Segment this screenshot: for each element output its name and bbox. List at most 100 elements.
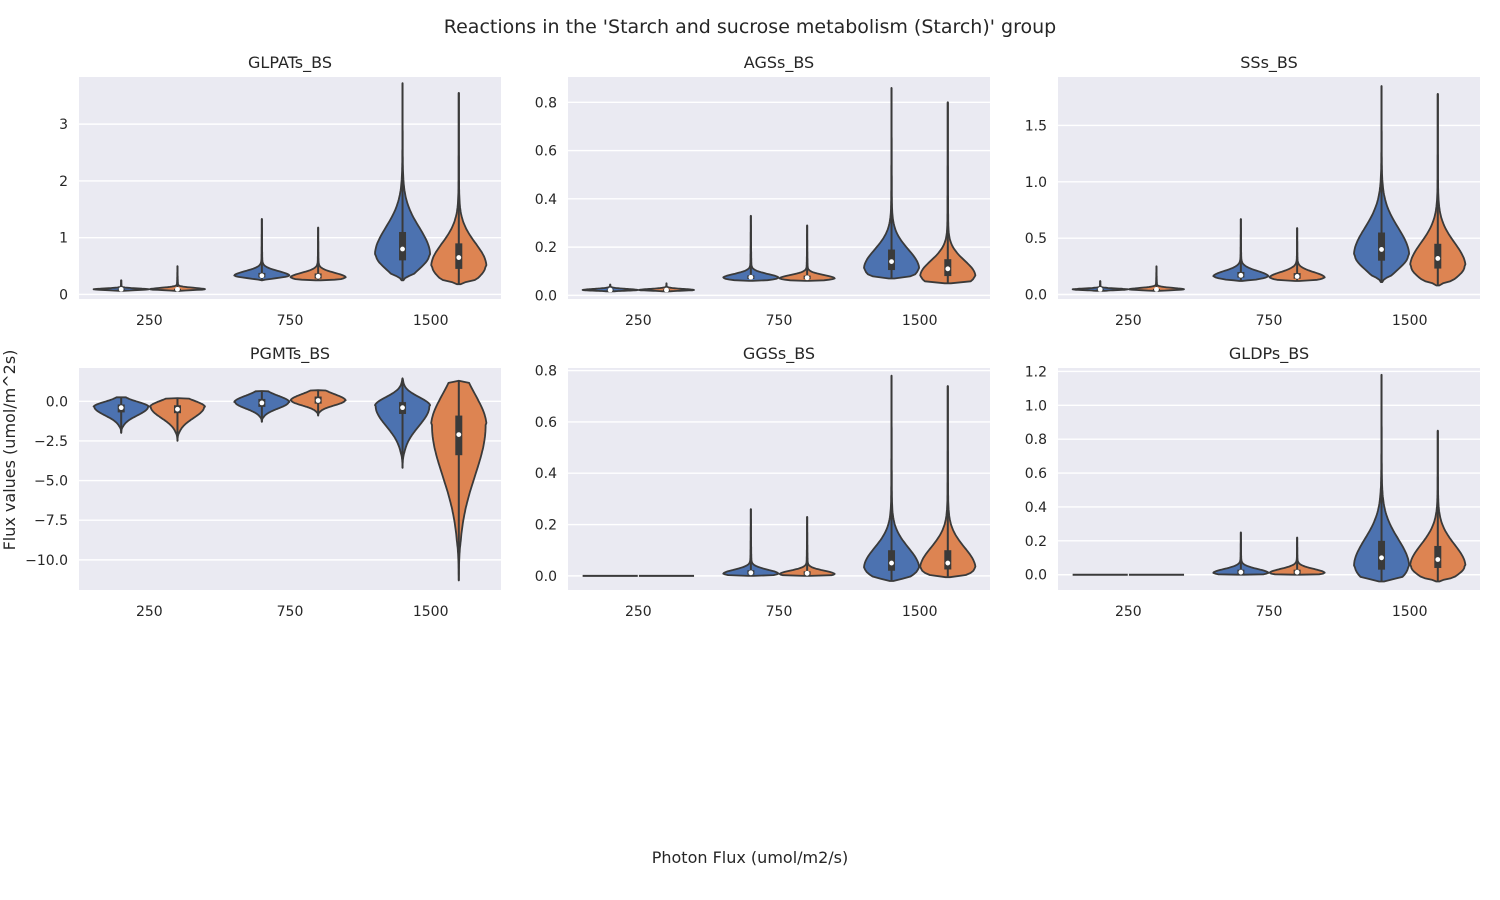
y-tick-label: 3 <box>59 117 68 133</box>
violin-750-series-2 <box>289 226 347 282</box>
subplot-5: 0.0 0.2 0.4 0.6 0.8 GGSs_BS 250 750 1500 <box>535 344 990 620</box>
y-tick-label: 0 <box>59 287 68 303</box>
y-tick-label: −7.5 <box>34 513 68 529</box>
y-tick-label: 0.0 <box>1025 568 1047 584</box>
y-tick-label: 0.2 <box>1025 534 1047 550</box>
y-tick-label: 0.8 <box>535 95 557 111</box>
violin-median-marker <box>175 286 180 292</box>
violin-median-marker <box>748 274 754 280</box>
x-tick-label: 1500 <box>1392 604 1428 620</box>
x-tick-label: 750 <box>277 313 304 329</box>
violin-median-marker <box>456 432 462 437</box>
y-tick-label: −2.5 <box>34 434 68 450</box>
y-tick-label: 0.0 <box>46 394 68 410</box>
y-tick-label: 0.8 <box>1025 432 1047 448</box>
y-tick-label: 1.0 <box>1025 398 1047 414</box>
y-tick-label: 0.4 <box>535 466 557 482</box>
violin-iqr-box <box>944 550 952 570</box>
violin-1500-series-2 <box>919 101 977 285</box>
violin-750-series-2 <box>778 516 836 577</box>
violin-iqr-box <box>399 232 407 261</box>
violin-median-marker <box>1238 569 1244 575</box>
violin-median-marker <box>664 287 669 293</box>
violin-750-series-2 <box>289 389 347 417</box>
violin-250-series-1 <box>92 279 150 292</box>
x-tick-label: 250 <box>1115 604 1142 620</box>
subplot-6: 0.0 0.2 0.4 0.6 0.8 1.0 1.2 GLDPs_BS 250 750 1500 <box>1025 344 1480 620</box>
violin-1500-series-1 <box>374 377 431 469</box>
subplot-grid: 0 1 2 3 GLPATs_BS 250 750 1500 0.0 0.2 0.4 0.6 0.8 AG… <box>25 53 1480 620</box>
violin-750-series-1 <box>1212 218 1270 282</box>
violin-median-marker <box>1294 569 1300 575</box>
violin-median-marker <box>1294 274 1300 279</box>
violin-750-series-2 <box>1268 536 1326 576</box>
violin-1500-series-1 <box>1353 85 1410 283</box>
violin-median-marker <box>889 560 894 566</box>
y-tick-label: 1.2 <box>1025 364 1047 380</box>
y-tick-label: 0.6 <box>1025 466 1047 482</box>
violin-iqr-box <box>1378 232 1386 261</box>
x-tick-label: 1500 <box>413 313 449 329</box>
x-tick-label: 1500 <box>902 313 938 329</box>
violin-median-marker <box>456 255 462 260</box>
subplot-title: AGSs_BS <box>744 53 814 73</box>
subplot-1: 0 1 2 3 GLPATs_BS 250 750 1500 <box>59 53 501 329</box>
violin-median-marker <box>400 405 405 411</box>
figure-title: Reactions in the 'Starch and sucrose met… <box>444 16 1056 38</box>
y-tick-label: 2 <box>59 174 68 190</box>
violin-median-marker <box>118 405 124 411</box>
x-tick-label: 250 <box>136 313 163 329</box>
violin-1500-series-1 <box>374 82 431 282</box>
violin-median-marker <box>118 286 124 292</box>
y-tick-label: 0.8 <box>535 364 557 380</box>
violin-median-marker <box>259 400 265 406</box>
y-tick-label: 0.0 <box>535 288 557 304</box>
y-tick-label: 0.4 <box>535 192 557 208</box>
violin-1500-series-1 <box>1353 373 1410 583</box>
violin-1500-series-1 <box>863 374 920 582</box>
x-tick-label: 250 <box>625 313 652 329</box>
violin-iqr-box <box>1434 545 1442 568</box>
y-tick-label: 0.0 <box>1025 287 1047 303</box>
subplot-title: PGMTs_BS <box>250 344 330 364</box>
violin-median-marker <box>1435 557 1441 562</box>
violin-median-marker <box>804 275 810 281</box>
violin-median-marker <box>748 570 754 576</box>
violin-iqr-box <box>1378 540 1386 570</box>
x-tick-label: 750 <box>277 604 304 620</box>
y-tick-label: 0.2 <box>535 518 557 534</box>
violin-median-marker <box>1238 272 1244 278</box>
violin-1500-series-2 <box>919 385 977 579</box>
violin-median-marker <box>1379 555 1384 561</box>
subplot-4: 0.0 −2.5 −5.0 −7.5 −10.0 PGMTs_BS 250 750 1500 <box>25 344 501 620</box>
violin-750-series-1 <box>1212 531 1270 576</box>
violin-750-series-1 <box>722 508 780 577</box>
y-tick-label: 0.4 <box>1025 500 1047 516</box>
plot-background <box>79 77 501 299</box>
violin-1500-series-2 <box>1409 429 1467 583</box>
y-tick-label: 1.0 <box>1025 175 1047 191</box>
x-tick-label: 1500 <box>413 604 449 620</box>
y-tick-label: 0.6 <box>535 144 557 160</box>
violin-median-marker <box>1097 287 1103 292</box>
subplot-title: GGSs_BS <box>743 344 815 364</box>
y-tick-label: −10.0 <box>25 553 68 569</box>
violin-median-marker <box>804 570 810 576</box>
violin-median-marker <box>315 398 321 403</box>
plot-background <box>1058 77 1480 299</box>
violin-250-series-2 <box>638 282 695 293</box>
violin-1500-series-1 <box>863 87 920 280</box>
violin-median-marker <box>889 259 894 264</box>
x-tick-label: 750 <box>766 313 793 329</box>
violin-250-series-2 <box>149 265 206 292</box>
plot-background <box>568 77 990 299</box>
violin-iqr-box <box>888 550 896 571</box>
x-tick-label: 1500 <box>1392 313 1428 329</box>
x-tick-label: 1500 <box>902 604 938 620</box>
y-axis-label: Flux values (umol/m^2s) <box>0 350 19 551</box>
subplot-3: 0.0 0.5 1.0 1.5 SSs_BS 250 750 1500 <box>1025 53 1480 329</box>
violin-750-series-1 <box>233 390 291 423</box>
violin-750-series-1 <box>233 218 291 282</box>
y-tick-label: −5.0 <box>34 474 68 490</box>
violin-median-marker <box>315 273 321 279</box>
